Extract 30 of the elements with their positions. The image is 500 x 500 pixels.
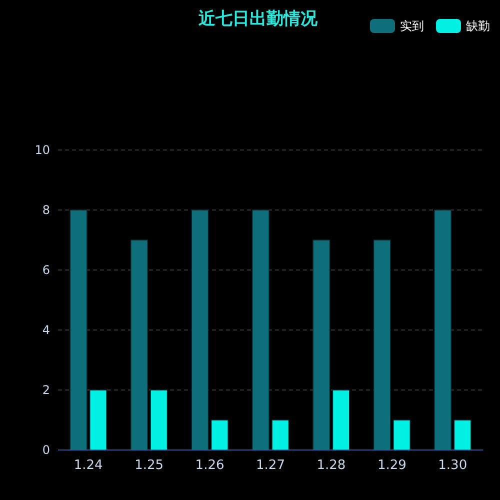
legend-label: 实到	[400, 19, 424, 34]
bar	[130, 240, 148, 450]
x-tick-label: 1.26	[195, 458, 224, 473]
x-tick-label: 1.30	[438, 458, 468, 473]
y-tick-label: 10	[34, 143, 50, 158]
bar	[210, 420, 228, 450]
x-tick-label: 1.28	[316, 458, 346, 473]
bar	[434, 210, 452, 450]
bar	[272, 420, 290, 450]
y-tick-label: 6	[42, 263, 50, 278]
bar	[191, 210, 209, 450]
y-tick-label: 0	[42, 443, 50, 458]
bar	[454, 420, 472, 450]
bar	[373, 240, 391, 450]
x-tick-label: 1.24	[74, 458, 103, 473]
bar	[89, 390, 107, 450]
x-tick-label: 1.29	[377, 458, 406, 473]
bar	[70, 210, 88, 450]
bar	[150, 390, 168, 450]
legend-label: 缺勤	[466, 19, 490, 34]
y-tick-label: 2	[42, 383, 50, 398]
x-tick-label: 1.27	[256, 458, 285, 473]
y-tick-label: 8	[42, 203, 50, 218]
x-tick-label: 1.25	[134, 458, 164, 473]
bar	[312, 240, 330, 450]
bar	[393, 420, 411, 450]
y-tick-label: 4	[42, 323, 50, 338]
bar	[332, 390, 350, 450]
chart-title: 近七日出勤情况	[198, 9, 318, 29]
bar	[252, 210, 270, 450]
